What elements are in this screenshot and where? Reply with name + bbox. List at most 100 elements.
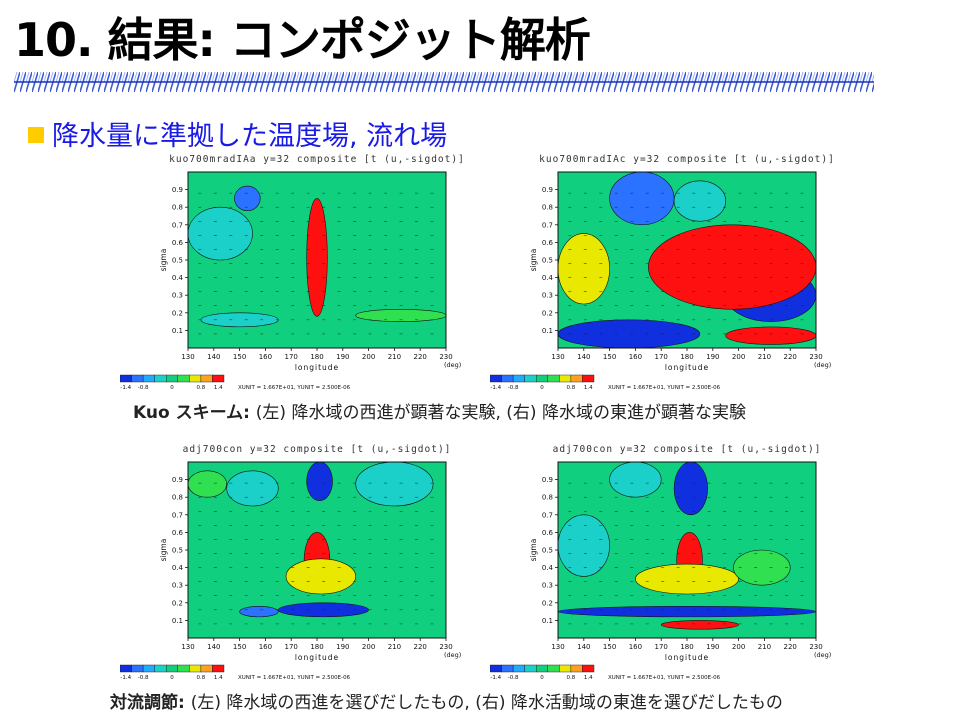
y-tick-label: 0.1 xyxy=(542,617,553,625)
x-tick-label: 160 xyxy=(629,643,642,651)
plot-adj-east: adj700con y=32 composite [t (u,-sigdot)]… xyxy=(490,444,831,680)
units-note: XUNIT = 1.667E+01, YUNIT = 2.500E-06 xyxy=(238,675,351,680)
colorbar-label: 0.8 xyxy=(197,385,206,390)
y-tick-label: 0.6 xyxy=(172,529,184,537)
y-tick-label: 0.2 xyxy=(542,599,553,607)
colorbar-label: 0.8 xyxy=(567,675,576,680)
x-tick-label: 170 xyxy=(655,353,668,361)
x-tick-label: 180 xyxy=(680,353,693,361)
field-region xyxy=(609,462,662,498)
x-tick-label: 150 xyxy=(233,353,246,361)
y-tick-label: 0.4 xyxy=(542,274,554,282)
field-region xyxy=(355,308,446,322)
colorbar-swatch xyxy=(536,374,548,383)
plot-title: adj700con y=32 composite [t (u,-sigdot)] xyxy=(183,444,452,455)
colorbar-swatch xyxy=(200,374,213,383)
x-tick-label: 210 xyxy=(388,353,401,361)
colorbar-swatch xyxy=(512,374,525,383)
field-region xyxy=(648,224,816,310)
y-tick-label: 0.2 xyxy=(172,599,183,607)
y-tick-label: 0.3 xyxy=(172,582,183,590)
caption-adj-text: (左) 降水域の西進を選びだしたもの, (右) 降水活動域の東進を選びだしたもの xyxy=(190,693,783,713)
y-tick-label: 0.3 xyxy=(542,582,553,590)
field-region xyxy=(306,198,328,317)
colorbar-swatch xyxy=(142,664,155,673)
units-note: XUNIT = 1.667E+01, YUNIT = 2.500E-06 xyxy=(608,385,721,390)
y-tick-label: 0.2 xyxy=(542,309,553,317)
colorbar-swatch xyxy=(189,374,202,383)
field-region xyxy=(355,462,434,507)
caption-kuo: Kuo スキーム: (左) 降水域の西進が顕著な実験, (右) 降水域の東進が顕… xyxy=(133,398,746,423)
y-tick-label: 0.1 xyxy=(172,617,183,625)
x-tick-label: 230 xyxy=(439,353,452,361)
x-tick-label: 180 xyxy=(680,643,693,651)
colorbar-swatch xyxy=(512,664,525,673)
colorbar-label: 0 xyxy=(170,675,174,680)
colorbar-label: 1.4 xyxy=(214,675,223,680)
colorbar-swatch xyxy=(582,374,595,383)
title-decorative-rule xyxy=(14,72,874,92)
y-tick-label: 0.7 xyxy=(542,511,553,519)
colorbar-swatch xyxy=(559,664,572,673)
colorbar-label: 0 xyxy=(540,385,544,390)
y-tick-label: 0.9 xyxy=(542,186,553,194)
x-unit-label: (deg) xyxy=(444,651,461,659)
x-tick-label: 140 xyxy=(577,353,590,361)
y-tick-label: 0.4 xyxy=(172,564,184,572)
x-axis-label: longitude xyxy=(295,653,339,662)
colorbar-swatch xyxy=(166,374,178,383)
x-unit-label: (deg) xyxy=(814,651,831,659)
x-tick-label: 210 xyxy=(758,643,771,651)
x-unit-label: (deg) xyxy=(444,361,461,369)
plot-adj-west: adj700con y=32 composite [t (u,-sigdot)]… xyxy=(120,444,461,680)
x-tick-label: 130 xyxy=(551,643,564,651)
colorbar-swatch xyxy=(166,664,178,673)
field-region xyxy=(635,563,739,595)
x-tick-label: 220 xyxy=(784,353,797,361)
y-tick-label: 0.7 xyxy=(172,221,183,229)
x-tick-label: 200 xyxy=(732,643,745,651)
bullet-square-icon xyxy=(28,127,44,143)
y-tick-label: 0.1 xyxy=(542,327,553,335)
y-tick-label: 0.7 xyxy=(542,221,553,229)
field-region xyxy=(609,172,675,226)
colorbar-swatch xyxy=(524,374,537,383)
subtitle-text: 降水量に準拠した温度場, 流れ場 xyxy=(52,121,448,152)
x-tick-label: 190 xyxy=(336,353,349,361)
colorbar-swatch xyxy=(570,664,583,673)
colorbar-swatch xyxy=(120,374,132,383)
field-region xyxy=(673,180,726,222)
colorbar-swatch xyxy=(177,374,190,383)
y-tick-label: 0.2 xyxy=(172,309,183,317)
x-tick-label: 150 xyxy=(603,353,616,361)
x-tick-label: 170 xyxy=(655,643,668,651)
colorbar-label: -1.4 xyxy=(120,385,131,390)
field-region xyxy=(306,462,333,502)
field-region xyxy=(558,514,610,577)
colorbar-swatch xyxy=(536,664,548,673)
y-tick-label: 0.8 xyxy=(542,494,553,502)
colorbar-label: 1.4 xyxy=(584,385,593,390)
plot-kuo-east: kuo700mradIAc y=32 composite [t (u,-sigd… xyxy=(490,154,834,390)
colorbar-label: -1.4 xyxy=(490,385,501,390)
caption-adjustment: 対流調節: (左) 降水域の西進を選びだしたもの, (右) 降水活動域の東進を選… xyxy=(110,688,783,713)
plot-field xyxy=(558,462,816,638)
x-tick-label: 130 xyxy=(181,353,194,361)
colorbar-swatch xyxy=(131,374,144,383)
plot-title: adj700con y=32 composite [t (u,-sigdot)] xyxy=(553,444,822,455)
x-tick-label: 230 xyxy=(809,643,822,651)
field-region xyxy=(558,606,816,618)
field-region xyxy=(725,326,816,345)
colorbar-swatch xyxy=(582,664,595,673)
y-tick-label: 0.5 xyxy=(542,547,553,555)
colorbar-swatch xyxy=(559,374,572,383)
x-unit-label: (deg) xyxy=(814,361,831,369)
y-tick-label: 0.8 xyxy=(542,204,553,212)
x-axis-label: longitude xyxy=(665,653,709,662)
x-tick-label: 190 xyxy=(706,643,719,651)
x-tick-label: 200 xyxy=(732,353,745,361)
y-tick-label: 0.8 xyxy=(172,494,183,502)
colorbar-swatch xyxy=(570,374,583,383)
plot-field xyxy=(558,172,816,348)
colorbar-swatch xyxy=(177,664,190,673)
